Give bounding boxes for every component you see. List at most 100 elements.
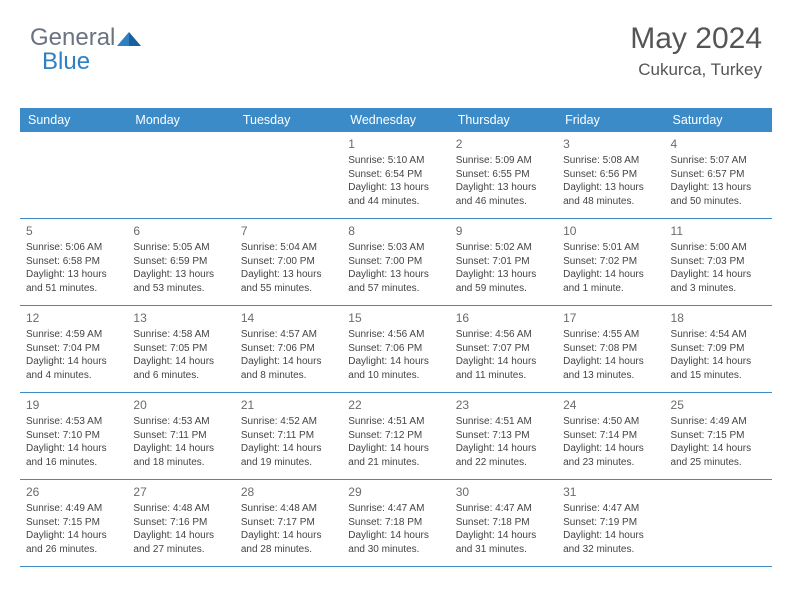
day-number: 24: [563, 397, 658, 413]
day-number: 27: [133, 484, 228, 500]
day-number: 26: [26, 484, 121, 500]
day-number: 20: [133, 397, 228, 413]
day-details: Sunrise: 5:03 AMSunset: 7:00 PMDaylight:…: [348, 241, 443, 295]
day-number: 19: [26, 397, 121, 413]
day-cell: 22 Sunrise: 4:51 AMSunset: 7:12 PMDayligh…: [342, 393, 449, 479]
day-number: 8: [348, 223, 443, 239]
day-number: 25: [671, 397, 766, 413]
location: Cukurca, Turkey: [630, 60, 762, 80]
day-details: Sunrise: 5:05 AMSunset: 6:59 PMDaylight:…: [133, 241, 228, 295]
day-cell: 26 Sunrise: 4:49 AMSunset: 7:15 PMDayligh…: [20, 480, 127, 566]
day-header-row: SundayMondayTuesdayWednesdayThursdayFrid…: [20, 108, 772, 132]
day-details: Sunrise: 4:48 AMSunset: 7:17 PMDaylight:…: [241, 502, 336, 556]
day-number: 29: [348, 484, 443, 500]
day-number: 6: [133, 223, 228, 239]
day-number: 30: [456, 484, 551, 500]
day-cell: 17Sunrise: 4:55 AMSunset: 7:08 PMDayligh…: [557, 306, 664, 392]
day-number: 3: [563, 136, 658, 152]
day-cell: [665, 480, 772, 566]
day-cell: [235, 132, 342, 218]
day-cell: 14 Sunrise: 4:57 AMSunset: 7:06 PMDayligh…: [235, 306, 342, 392]
week-row: 1 Sunrise: 5:10 AMSunset: 6:54 PMDaylight…: [20, 132, 772, 219]
day-cell: 5 Sunrise: 5:06 AMSunset: 6:58 PMDaylight…: [20, 219, 127, 305]
day-number: 31: [563, 484, 658, 500]
day-cell: [127, 132, 234, 218]
day-details: Sunrise: 4:52 AMSunset: 7:11 PMDaylight:…: [241, 415, 336, 469]
day-details: Sunrise: 5:04 AMSunset: 7:00 PMDaylight:…: [241, 241, 336, 295]
day-header-saturday: Saturday: [665, 108, 772, 132]
day-cell: 31 Sunrise: 4:47 AMSunset: 7:19 PMDayligh…: [557, 480, 664, 566]
day-cell: 30 Sunrise: 4:47 AMSunset: 7:18 PMDayligh…: [450, 480, 557, 566]
day-cell: 10Sunrise: 5:01 AMSunset: 7:02 PMDayligh…: [557, 219, 664, 305]
day-number: 11: [671, 223, 766, 239]
day-number: 12: [26, 310, 121, 326]
day-header-friday: Friday: [557, 108, 664, 132]
day-details: Sunrise: 4:47 AMSunset: 7:18 PMDaylight:…: [456, 502, 551, 556]
day-cell: 9 Sunrise: 5:02 AMSunset: 7:01 PMDaylight…: [450, 219, 557, 305]
day-details: Sunrise: 5:10 AMSunset: 6:54 PMDaylight:…: [348, 154, 443, 208]
day-number: 1: [348, 136, 443, 152]
day-details: Sunrise: 5:06 AMSunset: 6:58 PMDaylight:…: [26, 241, 121, 295]
logo-triangle-icon: [117, 30, 141, 48]
week-row: 12 Sunrise: 4:59 AMSunset: 7:04 PMDayligh…: [20, 306, 772, 393]
day-details: Sunrise: 4:51 AMSunset: 7:12 PMDaylight:…: [348, 415, 443, 469]
day-cell: 8 Sunrise: 5:03 AMSunset: 7:00 PMDaylight…: [342, 219, 449, 305]
day-number: 2: [456, 136, 551, 152]
day-cell: 24 Sunrise: 4:50 AMSunset: 7:14 PMDayligh…: [557, 393, 664, 479]
header-right: May 2024 Cukurca, Turkey: [630, 22, 762, 80]
day-number: 21: [241, 397, 336, 413]
day-number: 16: [456, 310, 551, 326]
day-details: Sunrise: 4:54 AMSunset: 7:09 PMDaylight:…: [671, 328, 766, 382]
day-cell: 18 Sunrise: 4:54 AMSunset: 7:09 PMDayligh…: [665, 306, 772, 392]
day-cell: 11 Sunrise: 5:00 AMSunset: 7:03 PMDayligh…: [665, 219, 772, 305]
day-number: 9: [456, 223, 551, 239]
day-number: 28: [241, 484, 336, 500]
day-details: Sunrise: 4:47 AMSunset: 7:18 PMDaylight:…: [348, 502, 443, 556]
day-number: 13: [133, 310, 228, 326]
day-number: 17: [563, 310, 658, 326]
day-header-thursday: Thursday: [450, 108, 557, 132]
day-cell: 16Sunrise: 4:56 AMSunset: 7:07 PMDayligh…: [450, 306, 557, 392]
day-number: 23: [456, 397, 551, 413]
day-header-monday: Monday: [127, 108, 234, 132]
day-details: Sunrise: 4:51 AMSunset: 7:13 PMDaylight:…: [456, 415, 551, 469]
day-cell: 4Sunrise: 5:07 AMSunset: 6:57 PMDaylight…: [665, 132, 772, 218]
day-details: Sunrise: 4:49 AMSunset: 7:15 PMDaylight:…: [26, 502, 121, 556]
day-cell: 25 Sunrise: 4:49 AMSunset: 7:15 PMDayligh…: [665, 393, 772, 479]
day-number: 14: [241, 310, 336, 326]
day-details: Sunrise: 4:59 AMSunset: 7:04 PMDaylight:…: [26, 328, 121, 382]
week-row: 19Sunrise: 4:53 AMSunset: 7:10 PMDayligh…: [20, 393, 772, 480]
day-cell: [20, 132, 127, 218]
day-number: 18: [671, 310, 766, 326]
day-number: 22: [348, 397, 443, 413]
day-cell: 2 Sunrise: 5:09 AMSunset: 6:55 PMDaylight…: [450, 132, 557, 218]
day-cell: 28 Sunrise: 4:48 AMSunset: 7:17 PMDayligh…: [235, 480, 342, 566]
day-details: Sunrise: 4:48 AMSunset: 7:16 PMDaylight:…: [133, 502, 228, 556]
week-row: 26 Sunrise: 4:49 AMSunset: 7:15 PMDayligh…: [20, 480, 772, 567]
day-cell: 15 Sunrise: 4:56 AMSunset: 7:06 PMDayligh…: [342, 306, 449, 392]
day-cell: 21 Sunrise: 4:52 AMSunset: 7:11 PMDayligh…: [235, 393, 342, 479]
day-cell: 13Sunrise: 4:58 AMSunset: 7:05 PMDayligh…: [127, 306, 234, 392]
day-details: Sunrise: 4:49 AMSunset: 7:15 PMDaylight:…: [671, 415, 766, 469]
day-cell: 1 Sunrise: 5:10 AMSunset: 6:54 PMDaylight…: [342, 132, 449, 218]
day-number: 15: [348, 310, 443, 326]
day-details: Sunrise: 5:09 AMSunset: 6:55 PMDaylight:…: [456, 154, 551, 208]
calendar: SundayMondayTuesdayWednesdayThursdayFrid…: [20, 108, 772, 567]
day-details: Sunrise: 4:53 AMSunset: 7:11 PMDaylight:…: [133, 415, 228, 469]
logo-text-blue: Blue: [42, 48, 90, 76]
week-row: 5 Sunrise: 5:06 AMSunset: 6:58 PMDaylight…: [20, 219, 772, 306]
day-number: 5: [26, 223, 121, 239]
day-details: Sunrise: 4:50 AMSunset: 7:14 PMDaylight:…: [563, 415, 658, 469]
day-cell: 29 Sunrise: 4:47 AMSunset: 7:18 PMDayligh…: [342, 480, 449, 566]
day-header-sunday: Sunday: [20, 108, 127, 132]
day-details: Sunrise: 4:56 AMSunset: 7:06 PMDaylight:…: [348, 328, 443, 382]
day-details: Sunrise: 4:57 AMSunset: 7:06 PMDaylight:…: [241, 328, 336, 382]
day-cell: 7Sunrise: 5:04 AMSunset: 7:00 PMDaylight…: [235, 219, 342, 305]
day-cell: 23 Sunrise: 4:51 AMSunset: 7:13 PMDayligh…: [450, 393, 557, 479]
month-title: May 2024: [630, 22, 762, 56]
day-details: Sunrise: 5:02 AMSunset: 7:01 PMDaylight:…: [456, 241, 551, 295]
day-details: Sunrise: 5:01 AMSunset: 7:02 PMDaylight:…: [563, 241, 658, 295]
day-details: Sunrise: 4:47 AMSunset: 7:19 PMDaylight:…: [563, 502, 658, 556]
day-cell: 20 Sunrise: 4:53 AMSunset: 7:11 PMDayligh…: [127, 393, 234, 479]
day-details: Sunrise: 5:00 AMSunset: 7:03 PMDaylight:…: [671, 241, 766, 295]
